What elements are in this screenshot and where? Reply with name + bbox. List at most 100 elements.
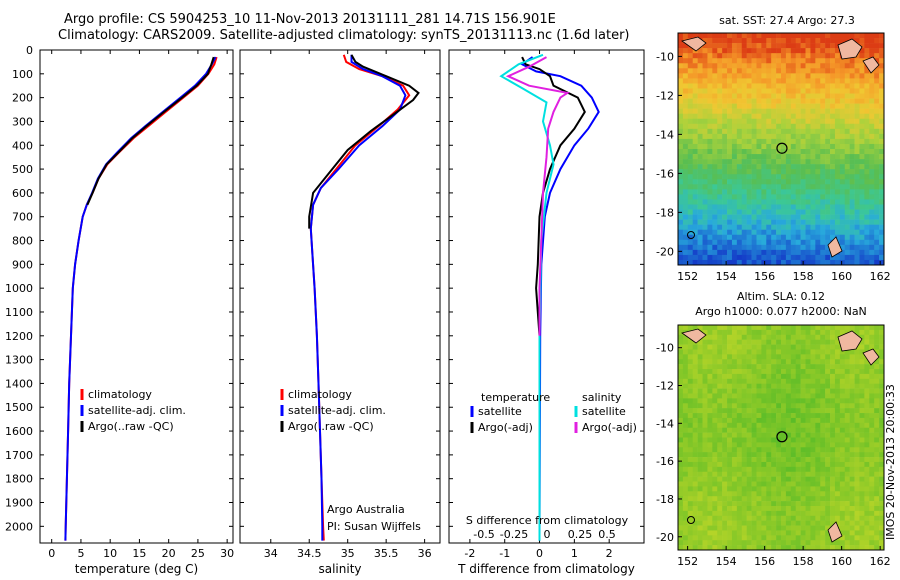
- map-cell: [854, 113, 860, 120]
- map-cell: [859, 413, 865, 419]
- map-cell: [790, 53, 797, 59]
- map-cell: [800, 505, 806, 512]
- map-cell: [776, 138, 782, 145]
- panel-frame-1: [39, 49, 234, 544]
- map-cell: [820, 43, 826, 49]
- map-cell: [879, 457, 885, 463]
- map-cell: [854, 259, 860, 266]
- map-cell: [692, 452, 698, 458]
- map-cell: [741, 143, 747, 150]
- map-cell: [678, 437, 684, 443]
- map-cell: [859, 452, 865, 458]
- map-cell: [864, 209, 870, 215]
- map-cell: [756, 128, 762, 135]
- map-cell: [717, 33, 723, 39]
- map-cell: [820, 417, 826, 424]
- legend-label: satellite-adj. clim.: [288, 404, 386, 417]
- map-cell: [678, 174, 684, 180]
- map-cell: [815, 159, 821, 165]
- map-cell: [751, 149, 757, 155]
- x-tick-label: 34: [264, 547, 278, 560]
- map-cell: [859, 457, 865, 463]
- map-cell: [682, 154, 689, 160]
- map-cell: [869, 103, 875, 109]
- map-cell: [697, 383, 703, 389]
- map-cell: [712, 73, 718, 79]
- map-cell: [678, 486, 684, 492]
- map-cell: [790, 224, 797, 230]
- map-cell: [795, 422, 801, 429]
- map-cell: [722, 369, 728, 375]
- map-cell: [766, 38, 772, 44]
- map-cell: [707, 194, 713, 200]
- map-cell: [756, 417, 762, 424]
- map-cell: [825, 510, 831, 517]
- map-cell: [697, 143, 703, 150]
- map-cell: [678, 254, 684, 261]
- map-cell: [830, 515, 836, 521]
- map-cell: [800, 408, 806, 414]
- map-cell: [776, 179, 782, 185]
- map-cell: [820, 164, 826, 170]
- map-cell: [825, 530, 831, 536]
- map-cell: [839, 369, 846, 375]
- map-cell: [746, 344, 752, 350]
- map-cell: [785, 63, 792, 69]
- map-cell: [687, 73, 694, 79]
- map-cell: [820, 224, 826, 230]
- map-cell: [810, 403, 816, 409]
- map-cell: [731, 383, 738, 389]
- map-cell: [702, 408, 708, 414]
- map-cell: [682, 452, 689, 458]
- map-cell: [834, 149, 841, 155]
- map-cell: [761, 149, 767, 155]
- map-cell: [781, 214, 787, 220]
- map-cell: [751, 369, 757, 375]
- map-cell: [702, 199, 708, 205]
- map-cell: [731, 133, 738, 140]
- map-cell: [756, 373, 762, 380]
- map-cell: [741, 422, 747, 429]
- map-cell: [785, 325, 792, 331]
- map-cell: [702, 461, 708, 468]
- map-cell: [830, 234, 836, 241]
- map-cell: [795, 369, 801, 375]
- map-cell: [879, 118, 885, 125]
- map-cell: [771, 432, 777, 438]
- map-cell: [736, 540, 743, 546]
- map-cell: [810, 189, 816, 195]
- map-cell: [751, 123, 757, 130]
- map-cell: [771, 164, 777, 170]
- map-cell: [722, 229, 728, 236]
- map-cell: [879, 364, 885, 370]
- map-cell: [731, 505, 738, 512]
- map-cell: [839, 194, 846, 200]
- map-cell: [761, 224, 767, 230]
- map-cell: [810, 422, 816, 429]
- map-cell: [839, 496, 846, 502]
- map-cell: [859, 234, 865, 241]
- map-cell: [859, 349, 865, 355]
- map-cell: [717, 204, 723, 210]
- map-cell: [781, 43, 787, 49]
- map-cell: [682, 189, 689, 195]
- map-cell: [781, 93, 787, 99]
- map-cell: [859, 204, 865, 210]
- map-cell: [717, 530, 723, 536]
- map-cell: [844, 108, 850, 114]
- map-cell: [756, 103, 762, 109]
- map-cell: [712, 466, 718, 473]
- map-cell: [717, 254, 723, 261]
- map-cell: [722, 68, 728, 74]
- map-cell: [727, 344, 733, 350]
- map-cell: [682, 138, 689, 145]
- map-cell: [800, 224, 806, 230]
- map-cell: [722, 133, 728, 140]
- map-cell: [761, 349, 767, 355]
- map-cell: [746, 219, 752, 225]
- map-cell: [692, 133, 698, 140]
- map-cell: [712, 427, 718, 433]
- map-cell: [859, 339, 865, 345]
- map-cell: [722, 437, 728, 443]
- map-cell: [771, 244, 777, 251]
